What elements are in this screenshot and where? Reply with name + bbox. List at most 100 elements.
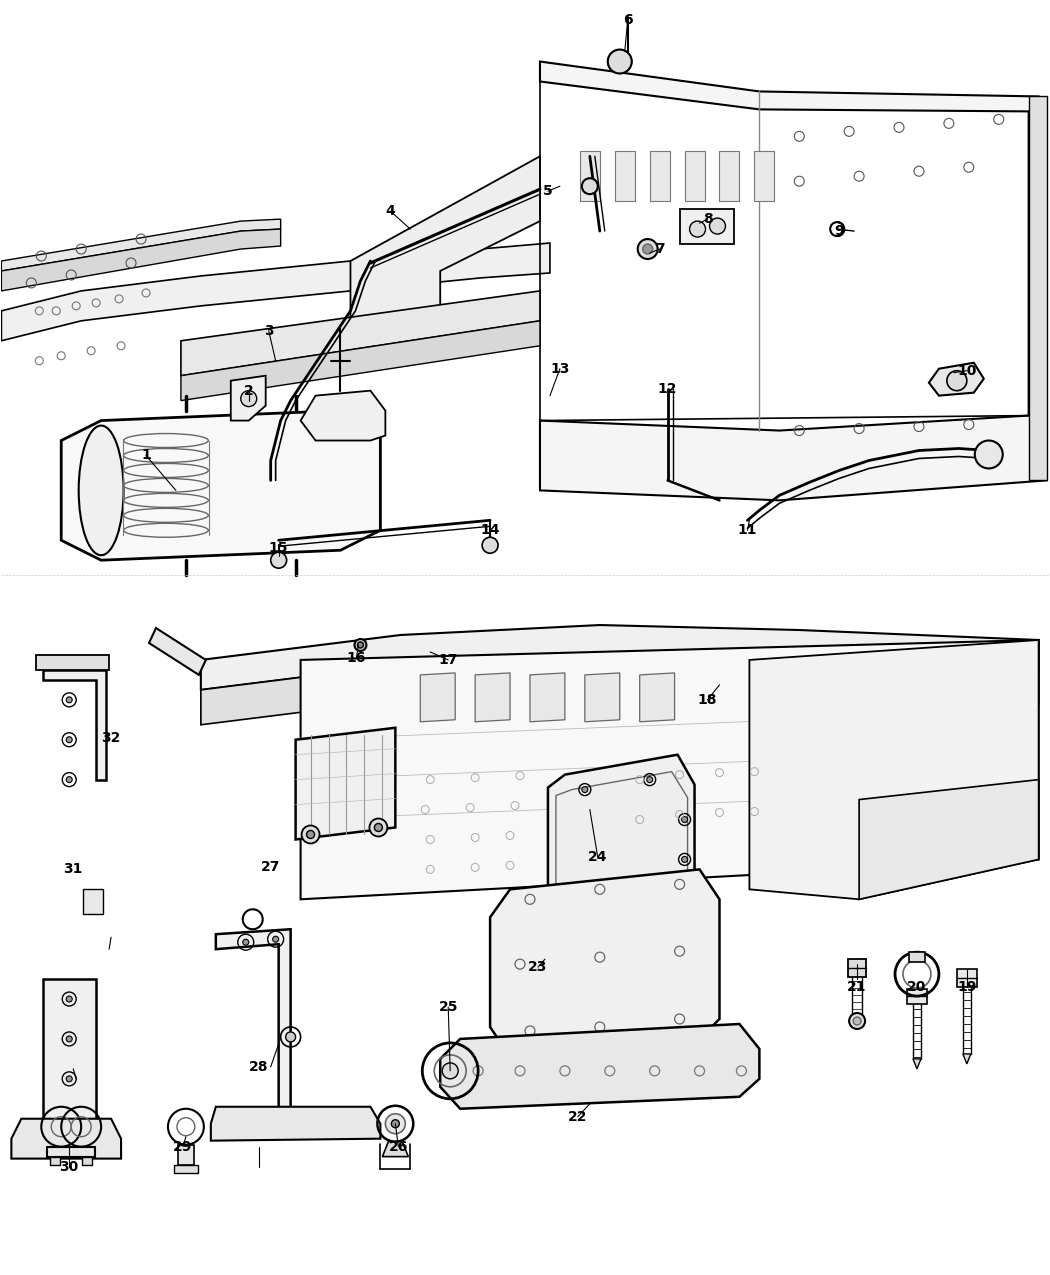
Circle shape [582,179,597,194]
Circle shape [854,1017,861,1025]
Text: 13: 13 [550,362,569,376]
Text: 26: 26 [388,1140,408,1154]
Text: 25: 25 [439,1000,458,1014]
Ellipse shape [316,405,365,426]
Polygon shape [420,673,456,722]
Polygon shape [382,1141,408,1156]
Circle shape [582,901,588,908]
Polygon shape [216,929,360,1123]
Polygon shape [490,870,719,1057]
Polygon shape [12,1118,121,1159]
Circle shape [643,244,653,254]
Circle shape [307,830,315,839]
Text: 14: 14 [480,523,500,537]
Circle shape [681,816,688,822]
Ellipse shape [79,426,124,555]
Circle shape [66,1076,72,1081]
Polygon shape [639,673,674,722]
Polygon shape [750,640,1038,899]
Bar [50,1156,60,1164]
Circle shape [286,1031,296,1042]
Bar [650,152,670,201]
Polygon shape [476,673,510,722]
Circle shape [273,936,278,942]
Circle shape [240,390,256,407]
Polygon shape [231,376,266,421]
Bar [719,152,739,201]
Polygon shape [1029,97,1047,481]
Text: 16: 16 [346,652,366,666]
Circle shape [271,552,287,569]
Polygon shape [907,989,927,1003]
Text: 18: 18 [698,692,717,706]
Text: 2: 2 [244,384,254,398]
Bar [614,152,634,201]
Circle shape [301,825,319,844]
Circle shape [357,643,363,648]
Polygon shape [963,1054,971,1063]
Text: 7: 7 [655,242,665,256]
Polygon shape [929,362,984,395]
Circle shape [370,819,387,836]
Circle shape [66,697,72,703]
Text: 31: 31 [63,862,83,876]
Polygon shape [548,755,694,919]
Bar [754,152,774,201]
Polygon shape [912,1058,921,1068]
Text: 32: 32 [102,731,121,745]
Circle shape [974,441,1003,468]
Polygon shape [181,321,540,400]
Circle shape [647,891,653,898]
Text: 22: 22 [568,1109,588,1123]
Text: 3: 3 [264,324,273,338]
Text: 5: 5 [543,184,552,198]
Polygon shape [201,655,1038,724]
Text: 24: 24 [588,850,608,864]
Text: 4: 4 [385,204,395,218]
Polygon shape [530,673,565,722]
Bar [83,890,103,914]
Text: 10: 10 [958,363,976,377]
Circle shape [582,787,588,793]
Text: 20: 20 [907,980,927,994]
Text: 27: 27 [261,861,280,875]
Circle shape [66,1037,72,1042]
Text: 15: 15 [269,541,289,555]
Polygon shape [1,244,550,340]
Circle shape [637,238,657,259]
Circle shape [375,824,382,831]
Text: 11: 11 [738,523,757,537]
Polygon shape [555,771,688,908]
Polygon shape [43,669,106,779]
Polygon shape [300,390,385,441]
Circle shape [690,221,706,237]
Text: 21: 21 [847,980,867,994]
Bar [685,152,705,201]
Circle shape [66,737,72,743]
Bar [909,952,925,963]
Circle shape [243,940,249,945]
Circle shape [385,1114,405,1133]
Bar [679,209,734,244]
Bar [580,152,600,201]
Polygon shape [1,230,280,291]
Polygon shape [540,61,1047,500]
Polygon shape [300,640,1038,899]
Circle shape [681,857,688,862]
Polygon shape [957,969,977,987]
Text: 28: 28 [249,1060,269,1074]
Text: 9: 9 [835,224,844,238]
Polygon shape [37,655,109,669]
Text: 30: 30 [60,1159,79,1173]
Text: 19: 19 [958,980,976,994]
Polygon shape [848,959,866,977]
Circle shape [947,371,967,390]
Text: 17: 17 [439,653,458,667]
Text: 6: 6 [623,13,632,27]
Polygon shape [211,1107,380,1141]
Polygon shape [61,411,380,560]
Polygon shape [181,291,540,376]
Polygon shape [585,673,619,722]
Circle shape [66,996,72,1002]
Circle shape [66,776,72,783]
